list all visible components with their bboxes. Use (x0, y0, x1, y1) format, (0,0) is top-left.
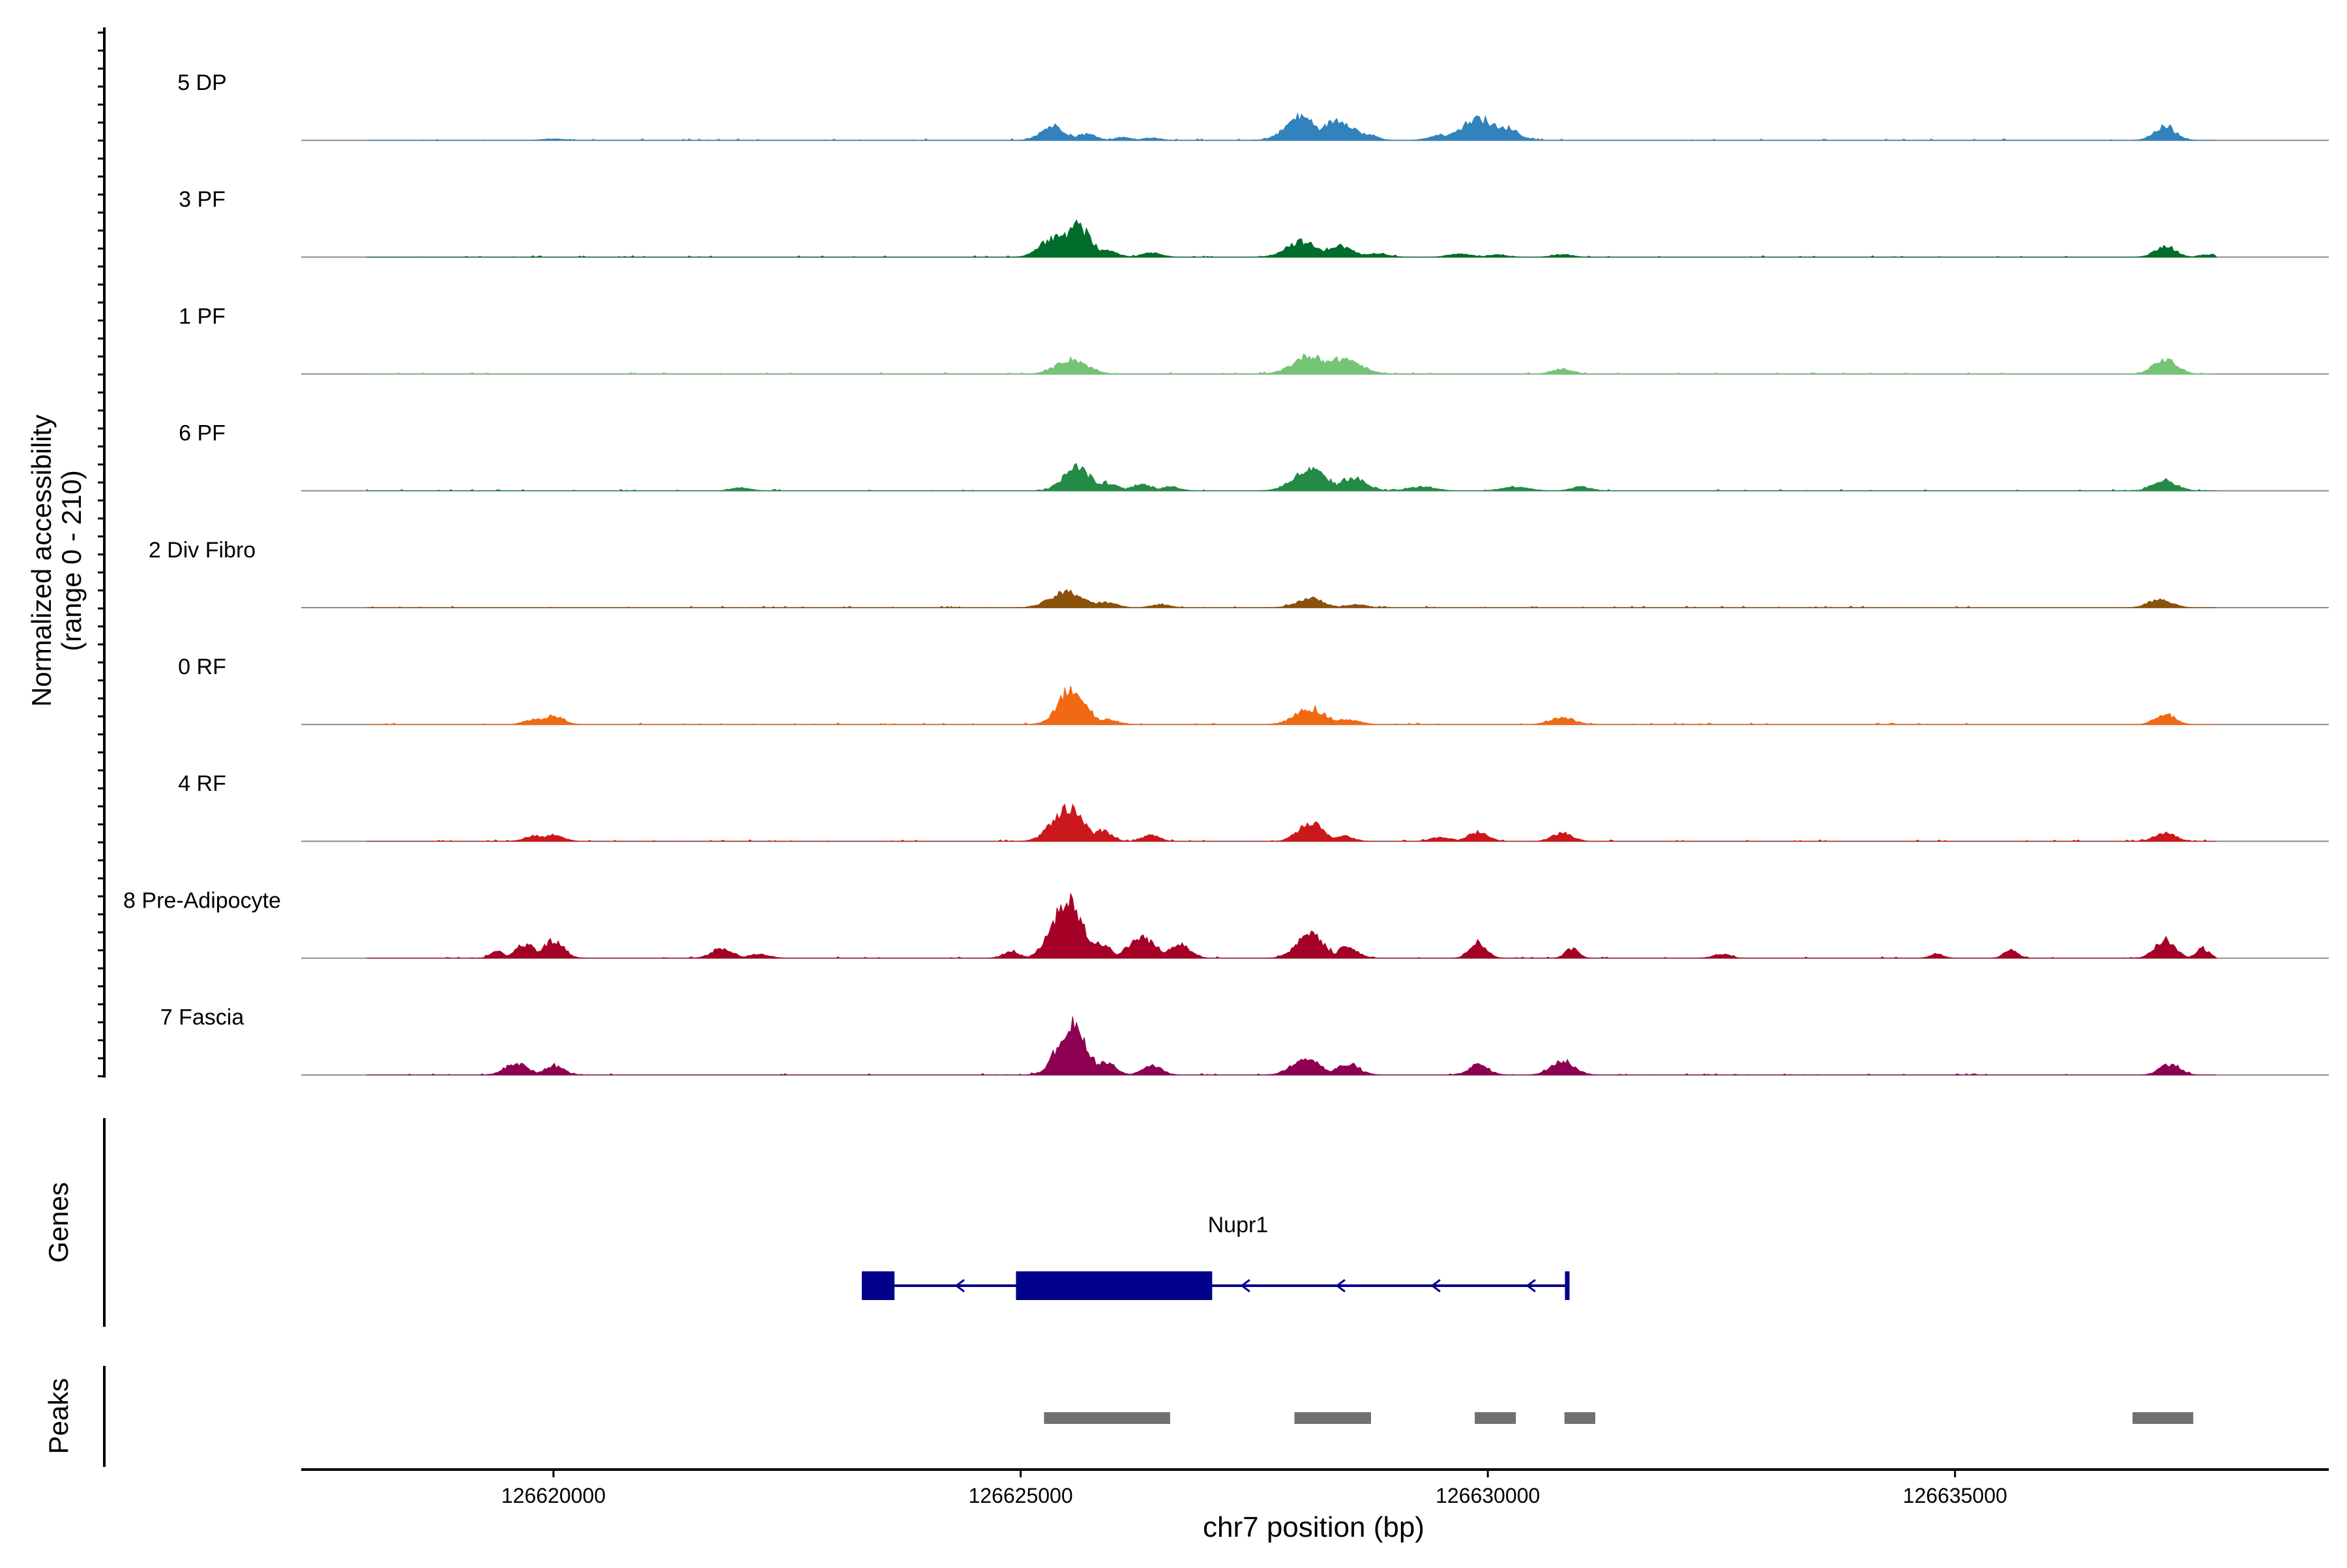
peaks-track (1044, 1412, 2194, 1424)
y-axis-range: (range 0 - 210) (56, 470, 87, 651)
x-tick-label: 126630000 (1436, 1484, 1540, 1507)
coverage-area-2-div-fibro (366, 589, 2217, 608)
coverage-area-0-rf (366, 685, 2217, 725)
track-8-pre-adipocyte: 8 Pre-Adipocyte (123, 888, 2329, 959)
track-2-div-fibro: 2 Div Fibro (149, 538, 2329, 608)
coverage-area-8-pre-adipocyte (366, 893, 2218, 959)
peak-region-bar (1564, 1412, 1595, 1424)
peak-region-bar (1044, 1412, 1170, 1424)
track-label: 5 DP (177, 70, 227, 95)
genes-track-label: Genes (43, 1182, 74, 1263)
track-0-rf: 0 RF (178, 655, 2329, 726)
track-label: 3 PF (179, 187, 226, 212)
coverage-area-4-rf (366, 803, 2217, 842)
coverage-area-1-pf (366, 353, 2217, 375)
track-label: 8 Pre-Adipocyte (123, 888, 281, 913)
track-1-pf: 1 PF (179, 304, 2329, 375)
track-7-fascia: 7 Fascia (160, 1005, 2329, 1076)
peak-region-bar (1294, 1412, 1371, 1424)
genes-track: Nupr1 (861, 1213, 1570, 1300)
gene-strand-chevron (1430, 1279, 1441, 1293)
accessibility-tracks: 5 DP 3 PF 1 PF 6 PF 2 Div Fibro 0 RF 4 RF 8 Pre… (123, 70, 2329, 1076)
x-tick-label: 126625000 (968, 1484, 1072, 1507)
track-4-rf: 4 RF (178, 771, 2329, 842)
gene-strand-chevron (1335, 1279, 1346, 1293)
x-tick-label: 126635000 (1903, 1484, 2007, 1507)
gene-strand-chevron (1240, 1279, 1250, 1293)
x-axis-title: chr7 position (bp) (1203, 1511, 1424, 1543)
track-label: 1 PF (179, 304, 226, 329)
gene-nupr1: Nupr1 (861, 1213, 1570, 1300)
gene-strand-chevron (954, 1279, 965, 1293)
track-3-pf: 3 PF (179, 187, 2329, 258)
gene-exon (1016, 1271, 1213, 1300)
track-label: 0 RF (178, 655, 226, 679)
track-label: 2 Div Fibro (149, 538, 256, 563)
peak-region-bar (1475, 1412, 1516, 1424)
coverage-area-5-dp (366, 111, 2217, 141)
accessibility-y-axis (98, 27, 106, 1078)
x-axis: 126620000 126625000 126630000 126635000 (301, 1468, 2329, 1507)
peak-region-bar (2133, 1412, 2194, 1424)
gene-name-label: Nupr1 (1208, 1213, 1269, 1237)
track-label: 6 PF (179, 421, 226, 446)
coverage-area-3-pf (366, 219, 2218, 258)
track-6-pf: 6 PF (179, 421, 2329, 492)
y-axis-title: Normalized accessibility (26, 415, 57, 707)
track-label: 4 RF (178, 771, 226, 796)
x-tick-label: 126620000 (501, 1484, 606, 1507)
gene-strand-chevron (1526, 1279, 1536, 1293)
gene-exon (861, 1271, 895, 1300)
peaks-track-label: Peaks (43, 1378, 74, 1455)
coverage-area-7-fascia (366, 1016, 2217, 1076)
track-label: 7 Fascia (160, 1005, 244, 1030)
coverage-area-6-pf (366, 463, 2217, 492)
track-5-dp: 5 DP (177, 70, 2329, 141)
